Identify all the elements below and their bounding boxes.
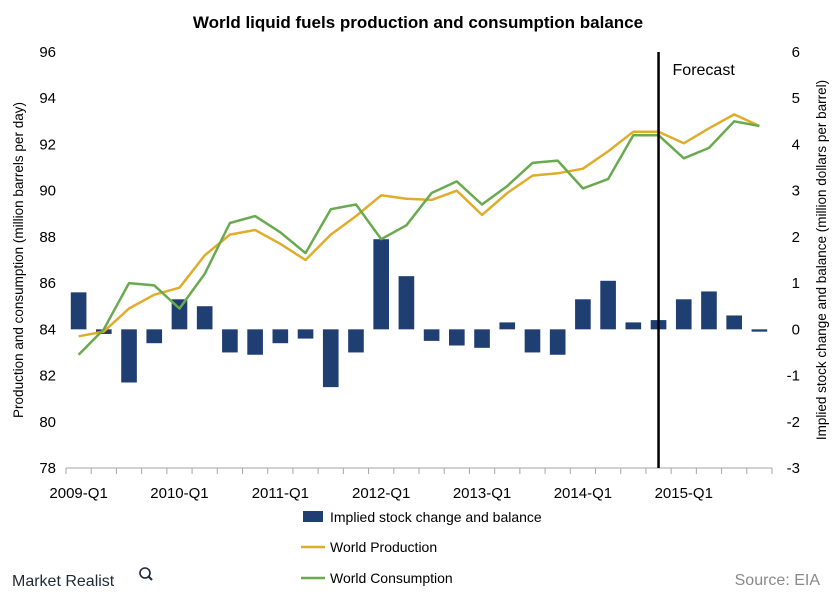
legend-label-production: World Production (330, 539, 437, 555)
left-tick-label: 90 (39, 183, 56, 200)
stock-change-bar (449, 329, 465, 346)
world-consumption-line (77, 120, 760, 356)
stock-change-bar (726, 315, 742, 330)
right-tick-label: 6 (792, 44, 800, 61)
stock-change-bar (146, 329, 163, 344)
x-tick-label: 2010-Q1 (150, 485, 208, 502)
stock-change-bar (222, 329, 238, 353)
stock-change-bar (247, 329, 263, 355)
x-tick-label: 2014-Q1 (554, 485, 612, 502)
left-tick-label: 96 (39, 44, 56, 61)
magnifier-icon (139, 567, 153, 581)
right-tick-label: 4 (792, 136, 800, 153)
right-tick-label: 3 (792, 183, 800, 200)
left-tick-label: 80 (39, 414, 56, 431)
x-tick-label: 2013-Q1 (453, 485, 511, 502)
stock-change-bar (348, 329, 364, 353)
stock-change-bar (675, 299, 692, 330)
logo-text: Market Realist (12, 573, 115, 590)
right-tick-label: 1 (792, 275, 800, 292)
left-tick-label: 84 (39, 321, 56, 338)
right-tick-label: 0 (792, 321, 800, 338)
stock-change-bar (524, 329, 541, 353)
source-note: Source: EIA (735, 572, 821, 589)
x-tick-label: 2015-Q1 (655, 485, 713, 502)
stock-change-bar (549, 329, 566, 355)
stock-change-bar (398, 276, 415, 330)
world-production-line (78, 113, 760, 338)
stock-change-bar (121, 329, 137, 383)
left-tick-label: 82 (39, 368, 56, 385)
left-tick-label: 92 (39, 136, 56, 153)
stock-change-bar (600, 280, 616, 330)
right-tick-label: -1 (787, 368, 800, 385)
stock-change-bar (70, 292, 87, 330)
legend-label-consumption: World Consumption (330, 570, 453, 586)
right-axis-label: Implied stock change and balance (millio… (814, 80, 829, 440)
right-tick-label: 2 (792, 229, 800, 246)
x-tick-label: 2009-Q1 (49, 485, 107, 502)
series-lines (77, 113, 760, 356)
market-realist-logo: Market Realist (12, 567, 153, 590)
legend-swatch-bars (303, 511, 323, 522)
left-tick-label: 88 (39, 229, 56, 246)
forecast-annotation: Forecast (673, 62, 736, 79)
stock-change-bar (751, 329, 768, 332)
left-tick-label: 78 (39, 460, 56, 477)
stock-change-bar (322, 329, 339, 388)
stock-change-bar (499, 322, 516, 330)
stock-change-bar (297, 329, 314, 339)
stock-change-bar (474, 329, 490, 348)
stock-change-bar (373, 239, 389, 330)
legend-label-bars: Implied stock change and balance (330, 509, 542, 525)
right-axis-ticks: -3 -2 -1 0 1 2 3 4 5 6 (787, 44, 800, 477)
left-tick-label: 86 (39, 275, 56, 292)
stock-change-bar (196, 306, 213, 330)
x-axis-ticks: 2009-Q1 2010-Q1 2011-Q1 2012-Q1 2013-Q1 2014-… (49, 468, 773, 502)
left-axis-ticks: 78 80 82 84 86 88 90 92 94 96 (39, 44, 56, 477)
x-tick-label: 2012-Q1 (352, 485, 410, 502)
legend: Implied stock change and balance World P… (301, 509, 542, 586)
right-tick-label: 5 (792, 90, 800, 107)
right-tick-label: -3 (787, 460, 800, 477)
right-tick-label: -2 (787, 414, 800, 431)
stock-change-bar (171, 299, 188, 330)
stock-change-bar (272, 329, 289, 344)
stock-change-bar (575, 299, 591, 330)
stock-change-bar (701, 291, 717, 330)
stock-change-bar (625, 322, 642, 330)
left-tick-label: 94 (39, 90, 56, 107)
x-tick-label: 2011-Q1 (252, 485, 309, 502)
chart-title: World liquid fuels production and consum… (193, 13, 643, 32)
left-axis-label: Production and consumption (million barr… (11, 102, 26, 418)
stock-change-bars (70, 239, 768, 388)
stock-change-bar (423, 329, 440, 341)
